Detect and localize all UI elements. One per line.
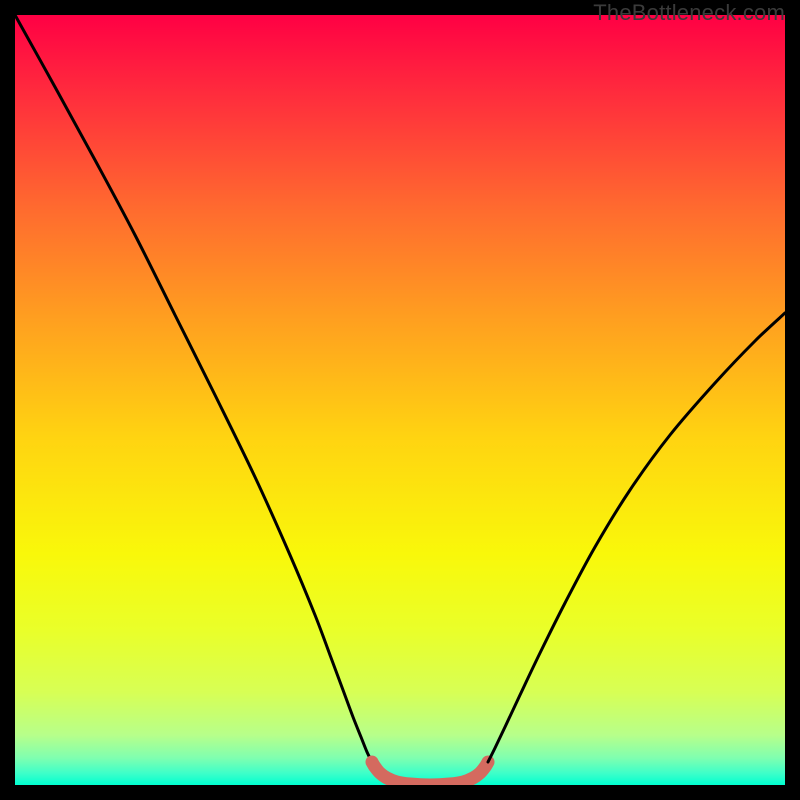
plot-area: [15, 15, 785, 785]
chart-frame: TheBottleneck.com: [0, 0, 800, 800]
plot-svg: [15, 15, 785, 785]
watermark-label: TheBottleneck.com: [593, 0, 785, 26]
gradient-background: [15, 15, 785, 785]
